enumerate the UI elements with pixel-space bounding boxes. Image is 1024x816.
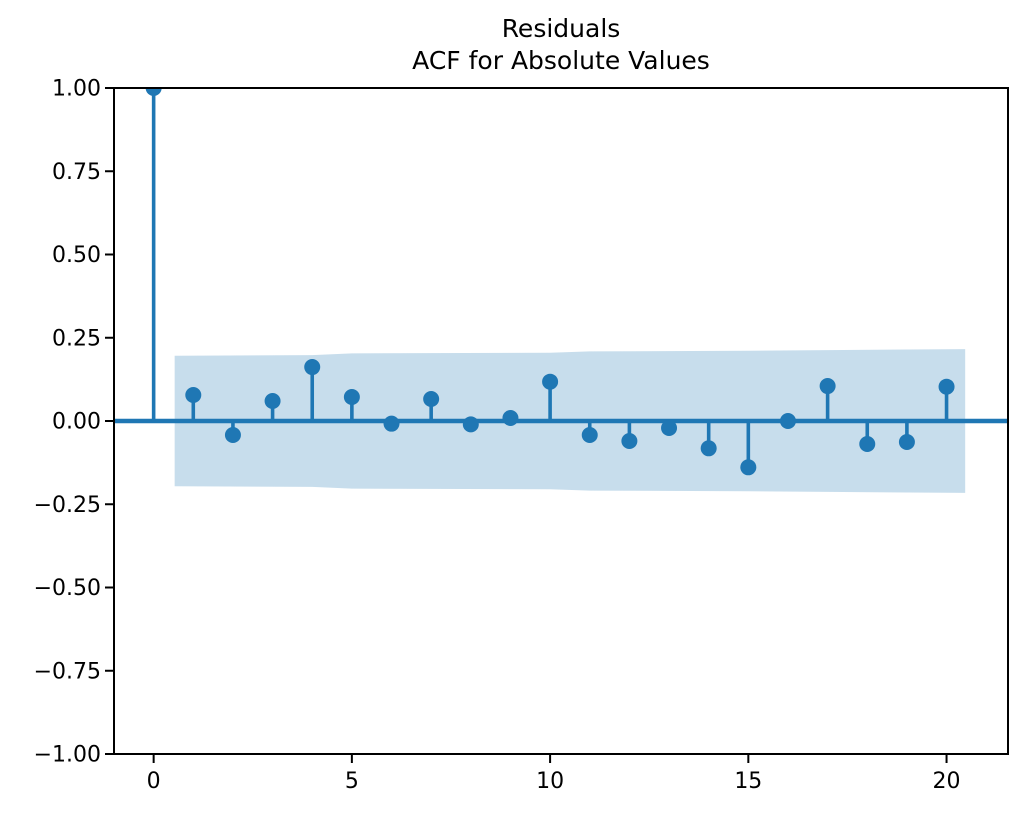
marker-lag-13 xyxy=(661,419,678,436)
y-tick-label: 0.50 xyxy=(52,243,101,268)
marker-lag-4 xyxy=(304,359,321,376)
marker-lag-14 xyxy=(700,440,717,457)
chart-title-line2: ACF for Absolute Values xyxy=(412,46,710,75)
marker-lag-17 xyxy=(819,378,836,395)
y-axis: 1.00 0.75 0.50 0.25 0.00 −0.25 −0.50 −0.75 −1.00 xyxy=(34,77,114,768)
marker-lag-5 xyxy=(343,389,360,406)
y-tick-label: −0.75 xyxy=(34,659,101,684)
x-tick-label: 15 xyxy=(734,769,762,794)
marker-lag-6 xyxy=(383,415,400,432)
marker-lag-12 xyxy=(621,432,638,449)
y-tick-label: 1.00 xyxy=(52,77,101,102)
marker-lag-19 xyxy=(898,433,915,450)
stem-series xyxy=(145,88,955,476)
marker-lag-9 xyxy=(502,410,519,427)
marker-lag-15 xyxy=(740,459,757,476)
y-tick-label: −0.50 xyxy=(34,576,101,601)
marker-lag-20 xyxy=(938,378,955,395)
y-tick-label: 0.25 xyxy=(52,326,101,351)
chart-title: Residuals ACF for Absolute Values xyxy=(114,13,1008,77)
x-axis: 0 5 10 15 20 xyxy=(147,754,961,794)
marker-lag-3 xyxy=(264,393,281,410)
x-tick-label: 5 xyxy=(345,769,359,794)
y-tick-label: −0.25 xyxy=(34,493,101,518)
marker-lag-10 xyxy=(542,373,559,390)
chart-title-line1: Residuals xyxy=(501,14,621,43)
marker-lag-1 xyxy=(185,387,202,404)
y-tick-label: −1.00 xyxy=(34,743,101,768)
marker-lag-16 xyxy=(779,413,796,429)
marker-lag-2 xyxy=(224,426,241,443)
marker-lag-8 xyxy=(462,416,479,433)
marker-lag-18 xyxy=(859,435,876,452)
x-tick-label: 20 xyxy=(933,769,961,794)
marker-lag-0 xyxy=(145,88,162,96)
marker-lag-11 xyxy=(581,426,598,443)
y-tick-label: 0.75 xyxy=(52,160,101,185)
x-tick-label: 10 xyxy=(536,769,564,794)
marker-lag-7 xyxy=(423,391,440,408)
y-tick-label: 0.00 xyxy=(52,410,101,435)
x-tick-label: 0 xyxy=(147,769,161,794)
